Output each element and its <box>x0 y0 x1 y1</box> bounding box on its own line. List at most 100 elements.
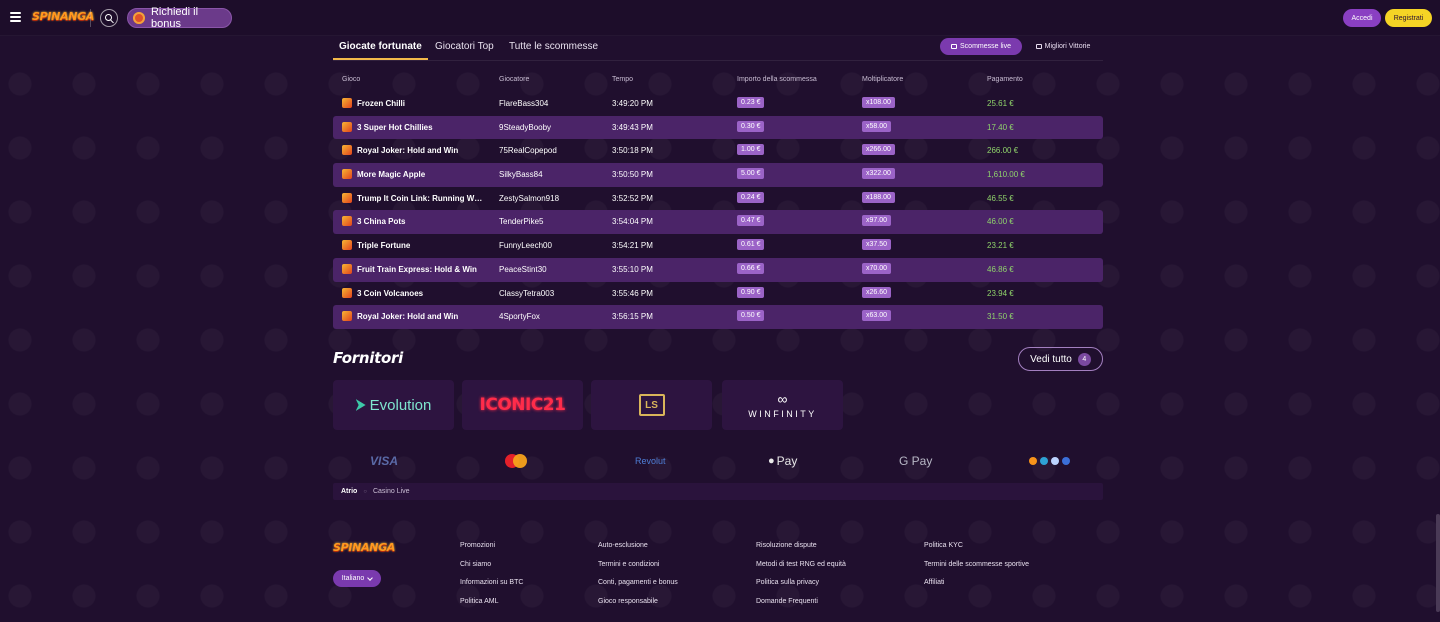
see-all-providers-button[interactable]: Vedi tutto 4 <box>1018 347 1103 371</box>
logo[interactable]: SPINANGA <box>32 10 95 23</box>
footer-link[interactable]: Auto-esclusione <box>598 542 648 549</box>
bet-amount-badge: 0.47 € <box>737 215 765 227</box>
footer-link[interactable]: Promozioni <box>460 542 496 549</box>
tab-top-players[interactable]: Giocatori Top <box>435 41 494 52</box>
payout-value: 1,610.00 € <box>987 170 1025 180</box>
scrollbar-thumb[interactable] <box>1436 514 1440 612</box>
game-name[interactable]: More Magic Apple <box>357 170 426 180</box>
provider-name: WINFINITY <box>748 408 817 419</box>
footer-link[interactable]: Politica sulla privacy <box>756 579 820 587</box>
game-thumbnail-icon <box>342 192 352 203</box>
game-name[interactable]: Royal Joker: Hold and Win <box>357 312 459 322</box>
breadcrumb-lobby[interactable]: Atrio <box>341 488 358 495</box>
provider-winfinity[interactable]: ∞ WINFINITY <box>722 380 843 430</box>
bet-amount-badge: 5.00 € <box>737 168 765 180</box>
game-name[interactable]: 3 Coin Volcanoes <box>357 288 424 298</box>
bet-time: 3:56:15 PM <box>612 312 653 322</box>
search-button[interactable] <box>100 9 118 27</box>
provider-name: ICONIC21 <box>479 395 566 415</box>
header-divider <box>90 9 91 27</box>
payout-value: 17.40 € <box>987 122 1014 132</box>
table-row: Frozen Chilli FlareBass304 3:49:20 PM 0.… <box>333 92 1103 116</box>
crypto-logos-icon <box>1029 453 1073 469</box>
register-button[interactable]: Registrati <box>1385 9 1432 27</box>
tab-lucky-bets[interactable]: Giocate fortunate <box>333 41 428 60</box>
live-bets-filter[interactable]: Scommesse live <box>940 38 1022 55</box>
header-bet-amount: Importo della scommessa <box>737 76 817 83</box>
apple-icon: ● <box>768 455 775 467</box>
bet-time: 3:54:21 PM <box>612 241 653 251</box>
bet-amount-badge: 0.66 € <box>737 262 765 274</box>
footer-link[interactable]: Informazioni su BTC <box>460 579 524 587</box>
menu-icon[interactable] <box>10 12 21 22</box>
bet-amount-badge: 0.30 € <box>737 120 765 132</box>
player-name: TenderPike5 <box>499 217 544 227</box>
player-name: SilkyBass84 <box>499 170 543 180</box>
payout-value: 46.55 € <box>987 193 1014 203</box>
footer-link[interactable]: Termini e condizioni <box>598 560 660 568</box>
trophy-icon <box>1035 44 1042 49</box>
footer-link[interactable]: Domande Frequenti <box>756 598 818 606</box>
table-row: Royal Joker: Hold and Win 4SportyFox 3:5… <box>333 305 1103 329</box>
game-thumbnail-icon <box>342 98 352 108</box>
game-thumbnail-icon <box>342 169 352 180</box>
language-selector[interactable]: Italiano <box>333 570 381 587</box>
footer-link[interactable]: Affiliati <box>924 579 945 587</box>
multiplier-badge: x37.50 <box>862 239 892 251</box>
game-name[interactable]: Fruit Train Express: Hold & Win <box>357 264 477 274</box>
player-name: ClassyTetra003 <box>499 288 555 298</box>
multiplier-badge: x322.00 <box>862 168 895 180</box>
footer-link[interactable]: Termini delle scommesse sportive <box>924 560 1030 568</box>
footer-column: Auto-esclusione Termini e condizioni Con… <box>598 542 678 617</box>
game-name[interactable]: Frozen Chilli <box>357 99 405 108</box>
provider-iconic21[interactable]: ICONIC21 <box>462 380 583 430</box>
game-name[interactable]: Trump It Coin Link: Running Wins <box>357 193 483 203</box>
tab-all-bets[interactable]: Tutte le scommesse <box>509 41 599 52</box>
footer-link[interactable]: Politica AML <box>460 598 499 606</box>
footer-link[interactable]: Metodi di test RNG ed equità <box>756 560 846 568</box>
page-scrollbar[interactable] <box>1435 36 1440 622</box>
table-row: Trump It Coin Link: Running Wins ZestySa… <box>333 187 1103 211</box>
game-name[interactable]: 3 Super Hot Chillies <box>357 122 433 132</box>
footer-link[interactable]: Chi siamo <box>460 560 492 568</box>
bet-amount-badge: 0.50 € <box>737 310 765 322</box>
claim-bonus-button[interactable]: Richiedi il bonus <box>127 6 232 30</box>
footer-link[interactable]: Gioco responsabile <box>598 598 658 606</box>
best-wins-filter[interactable]: Migliori Vittorie <box>1024 38 1102 55</box>
bet-time: 3:52:52 PM <box>612 193 653 203</box>
language-label: Italiano <box>341 575 365 582</box>
provider-evolution[interactable]: Evolution <box>333 380 454 430</box>
google-pay-logo: G Pay <box>899 454 933 468</box>
multiplier-badge: x266.00 <box>862 144 895 156</box>
bet-time: 3:55:10 PM <box>612 264 653 274</box>
game-name[interactable]: 3 China Pots <box>357 217 406 227</box>
live-icon <box>951 44 958 49</box>
player-name: 4SportyFox <box>499 312 540 322</box>
bet-amount-badge: 0.90 € <box>737 286 765 298</box>
player-name: FunnyLeech00 <box>499 241 552 251</box>
game-name[interactable]: Triple Fortune <box>357 241 411 251</box>
footer-link[interactable]: Politica KYC <box>924 542 963 549</box>
game-name[interactable]: Royal Joker: Hold and Win <box>357 146 459 156</box>
breadcrumb-separator: ○ <box>363 488 367 495</box>
top-bar: SPINANGA Richiedi il bonus Accedi Regist… <box>0 0 1440 36</box>
bet-amount-badge: 0.23 € <box>737 97 765 108</box>
payout-value: 266.00 € <box>987 146 1019 156</box>
footer-logo[interactable]: SPINANGA <box>333 541 396 554</box>
table-row: Fruit Train Express: Hold & Win PeaceSti… <box>333 257 1103 282</box>
provider-ls[interactable]: LS <box>591 380 712 430</box>
footer-link[interactable]: Risoluzione dispute <box>756 542 817 549</box>
game-thumbnail-icon <box>342 240 352 251</box>
revolut-logo: Revolut <box>635 456 666 466</box>
table-row: Royal Joker: Hold and Win 75RealCopepod … <box>333 139 1103 163</box>
footer-link[interactable]: Conti, pagamenti e bonus <box>598 579 678 587</box>
providers-count-badge: 4 <box>1077 352 1091 366</box>
header-payout: Pagamento <box>987 76 1023 83</box>
infinity-icon: ∞ <box>777 390 788 407</box>
see-all-label: Vedi tutto <box>1030 353 1072 365</box>
search-icon <box>104 13 112 21</box>
breadcrumb-live-casino[interactable]: Casino Live <box>372 488 410 495</box>
login-button[interactable]: Accedi <box>1343 9 1381 27</box>
game-thumbnail-icon <box>342 121 352 132</box>
mastercard-logo-icon <box>505 453 527 469</box>
